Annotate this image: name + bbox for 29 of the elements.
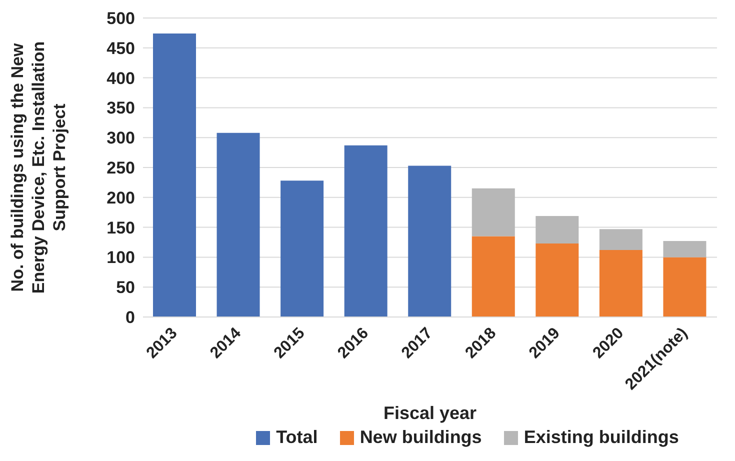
bar xyxy=(216,132,260,317)
bar xyxy=(599,229,642,250)
y-tick-label: 100 xyxy=(106,248,135,268)
y-tick-label: 200 xyxy=(106,188,135,208)
legend-label: Existing buildings xyxy=(522,427,679,448)
y-tick-label: 300 xyxy=(106,128,135,148)
y-tick-label: 400 xyxy=(106,68,135,88)
bar xyxy=(408,166,452,317)
y-tick-label: 150 xyxy=(106,218,135,238)
y-tick-label: 50 xyxy=(116,278,135,298)
bar xyxy=(280,180,324,317)
y-tick-label: 350 xyxy=(106,98,135,118)
y-axis-title: No. of buildings using the New Energy Device, Etc. Installation Support Project xyxy=(8,41,69,294)
y-tick-label: 0 xyxy=(126,308,135,328)
legend-label: New buildings xyxy=(358,427,482,448)
bar xyxy=(599,250,642,317)
y-tick-label: 500 xyxy=(106,9,135,28)
x-axis-title: Fiscal year xyxy=(383,403,477,423)
bar xyxy=(536,243,579,317)
bar xyxy=(472,236,515,317)
legend-label: Total xyxy=(275,427,318,448)
bar xyxy=(663,241,706,258)
bar xyxy=(663,257,706,317)
bar xyxy=(472,188,515,236)
bar xyxy=(536,216,579,244)
y-tick-label: 450 xyxy=(106,38,135,58)
bar xyxy=(153,34,196,317)
bar xyxy=(344,145,388,317)
y-tick-label: 250 xyxy=(106,158,135,178)
